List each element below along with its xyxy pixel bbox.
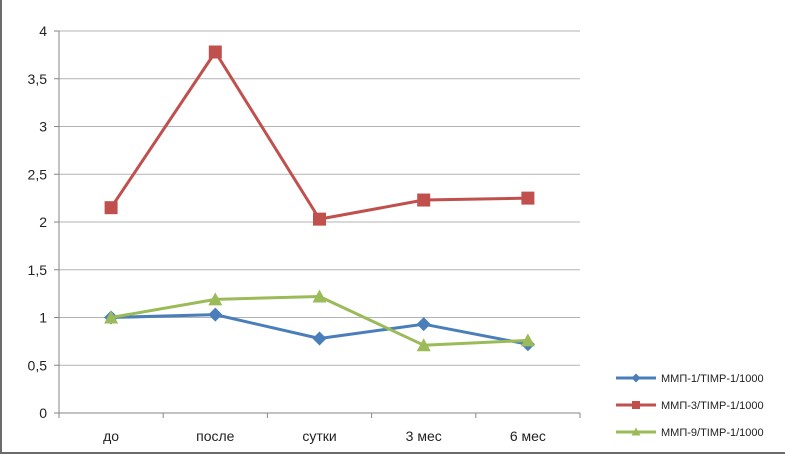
legend-item-1-marker: [631, 373, 641, 383]
legend: ММП-1/TIMP-1/1000 ММП-3/TIMP-1/1000 ММП-9/…: [616, 373, 764, 439]
series-2-point: [313, 212, 326, 226]
y-tick-label: 1: [39, 310, 47, 326]
x-tick-labels: до после сутки 3 мес 6 мес: [103, 428, 546, 444]
series-3-point: [104, 310, 119, 324]
legend-item-2-marker: [632, 401, 640, 409]
series-3-point: [416, 338, 431, 352]
y-tick-label: 3: [39, 119, 47, 135]
y-tick-label: 4: [39, 23, 47, 39]
series-2-point: [521, 191, 535, 205]
legend-item-3-marker: [631, 427, 641, 436]
y-tick-label: 2: [39, 214, 47, 230]
legend-item-3: ММП-9/TIMP-1/1000: [616, 427, 764, 439]
series-1-point: [208, 307, 223, 322]
legend-item-1-label: ММП-1/TIMP-1/1000: [661, 373, 764, 385]
axes: [54, 30, 581, 418]
series-1: [104, 307, 535, 352]
y-tick-label: 0: [39, 405, 47, 421]
y-tick-label: 1,5: [28, 262, 48, 278]
series-3-point: [312, 289, 327, 303]
x-tick-label: 3 мес: [406, 428, 442, 444]
series-1-point: [416, 317, 431, 332]
series-1-point: [312, 331, 327, 346]
series-2-point: [104, 201, 118, 215]
x-tick-label: до: [103, 428, 119, 444]
y-tick-labels: 0 0,5 1 1,5 2 2,5 3 3,5 4: [28, 23, 48, 421]
y-tick-label: 0,5: [28, 357, 48, 373]
series-3: [104, 289, 535, 352]
x-tick-label: 6 мес: [510, 428, 546, 444]
series: [104, 45, 535, 352]
x-tick-label: после: [196, 428, 235, 444]
series-2: [104, 45, 535, 226]
series-3-point: [208, 292, 223, 306]
series-2-point: [208, 45, 222, 59]
x-tick-label: сутки: [302, 428, 336, 444]
series-3-point: [520, 333, 535, 347]
legend-item-1: ММП-1/TIMP-1/1000: [616, 373, 764, 385]
legend-item-3-label: ММП-9/TIMP-1/1000: [661, 427, 764, 439]
series-2-line: [109, 50, 528, 221]
y-tick-label: 3,5: [28, 71, 48, 87]
legend-item-2-label: ММП-3/TIMP-1/1000: [661, 400, 764, 412]
series-2-point: [417, 193, 431, 207]
y-tick-label: 2,5: [28, 166, 48, 182]
legend-item-2: ММП-3/TIMP-1/1000: [616, 400, 764, 412]
